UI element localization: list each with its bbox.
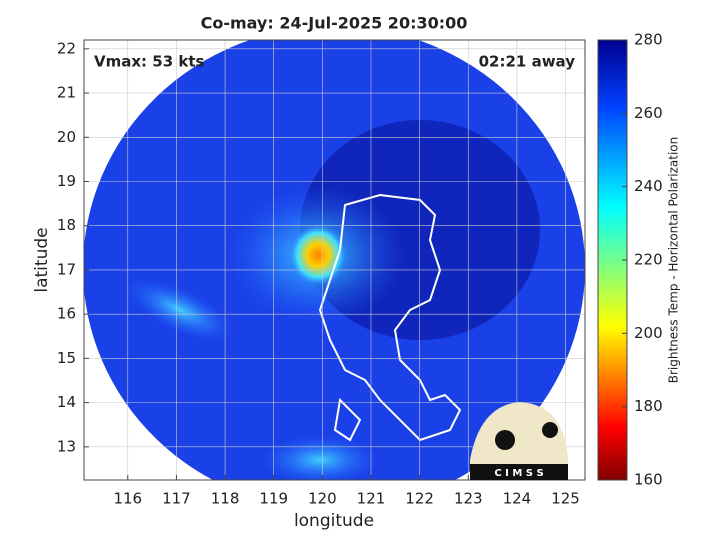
x-tick-label: 116 bbox=[113, 490, 142, 508]
x-tick-label: 120 bbox=[308, 490, 337, 508]
colorbar-tick-label: 240 bbox=[634, 177, 663, 195]
colorbar-tick-label: 200 bbox=[634, 324, 663, 342]
y-tick-label: 20 bbox=[57, 128, 76, 146]
x-tick-label: 125 bbox=[551, 490, 580, 508]
logo: C I M S S bbox=[470, 402, 568, 480]
y-tick-label: 22 bbox=[57, 39, 76, 57]
x-tick-label: 122 bbox=[405, 490, 434, 508]
y-tick-label: 19 bbox=[57, 172, 76, 190]
axes-frame bbox=[83, 39, 586, 481]
x-tick-label: 118 bbox=[211, 490, 240, 508]
x-tick-label: 121 bbox=[357, 490, 386, 508]
colorbar-tick-label: 260 bbox=[634, 104, 663, 122]
y-tick-label: 18 bbox=[57, 216, 76, 234]
x-tick-label: 124 bbox=[503, 490, 532, 508]
y-tick-label: 21 bbox=[57, 84, 76, 102]
y-tick-label: 13 bbox=[57, 437, 76, 455]
x-axis-label: longitude bbox=[294, 511, 374, 531]
logo-text: C I M S S bbox=[494, 468, 543, 479]
colorbar-tick-label: 160 bbox=[634, 471, 663, 489]
x-tick-label: 123 bbox=[454, 490, 483, 508]
y-tick-label: 17 bbox=[57, 260, 76, 278]
y-tick-label: 14 bbox=[57, 393, 76, 411]
annotation: 02:21 away bbox=[479, 53, 576, 71]
x-tick-label: 117 bbox=[162, 490, 191, 508]
chart-title: Co-may: 24-Jul-2025 20:30:00 bbox=[201, 14, 468, 33]
colorbar-tick-label: 180 bbox=[634, 397, 663, 415]
x-tick-label: 119 bbox=[259, 490, 288, 508]
colorbar-tick-label: 220 bbox=[634, 251, 663, 269]
imagery bbox=[84, 40, 585, 480]
y-tick-label: 15 bbox=[57, 349, 76, 367]
annotation: Vmax: 53 kts bbox=[94, 53, 204, 71]
colorbar-label: Brightness Temp - Horizontal Polarizatio… bbox=[667, 137, 681, 384]
y-tick-label: 16 bbox=[57, 305, 76, 323]
colorbar-tick-label: 280 bbox=[634, 31, 663, 49]
y-axis-label: latitude bbox=[32, 227, 52, 292]
